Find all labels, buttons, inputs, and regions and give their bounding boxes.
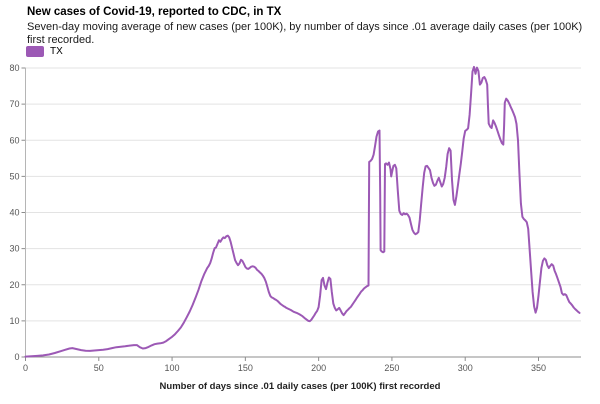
- y-tick-label: 50: [9, 171, 19, 181]
- y-tick-label: 80: [9, 63, 19, 73]
- x-tick-label: 0: [23, 363, 28, 373]
- x-tick-label: 300: [458, 363, 473, 373]
- x-tick-label: 50: [94, 363, 104, 373]
- y-tick-label: 40: [9, 208, 19, 218]
- x-tick-label: 350: [531, 363, 546, 373]
- data-line-tx: [24, 65, 581, 358]
- chart-subtitle: Seven-day moving average of new cases (p…: [27, 21, 583, 46]
- x-tick-label: 150: [238, 363, 253, 373]
- x-tick-label: 250: [384, 363, 399, 373]
- chart-title: New cases of Covid-19, reported to CDC, …: [27, 6, 282, 18]
- legend-swatch-tx: [26, 46, 44, 57]
- x-axis-title: Number of days since .01 daily cases (pe…: [159, 381, 441, 392]
- y-tick-label: 30: [9, 244, 19, 254]
- y-tick-label: 60: [9, 135, 19, 145]
- x-tick-label: 100: [165, 363, 180, 373]
- x-tick-label: 200: [311, 363, 326, 373]
- legend: TX: [26, 46, 63, 57]
- y-tick-label: 10: [9, 316, 19, 326]
- y-tick-label: 70: [9, 99, 19, 109]
- y-tick-label: 20: [9, 280, 19, 290]
- legend-label-tx: TX: [50, 46, 63, 57]
- y-tick-label: 0: [14, 352, 19, 362]
